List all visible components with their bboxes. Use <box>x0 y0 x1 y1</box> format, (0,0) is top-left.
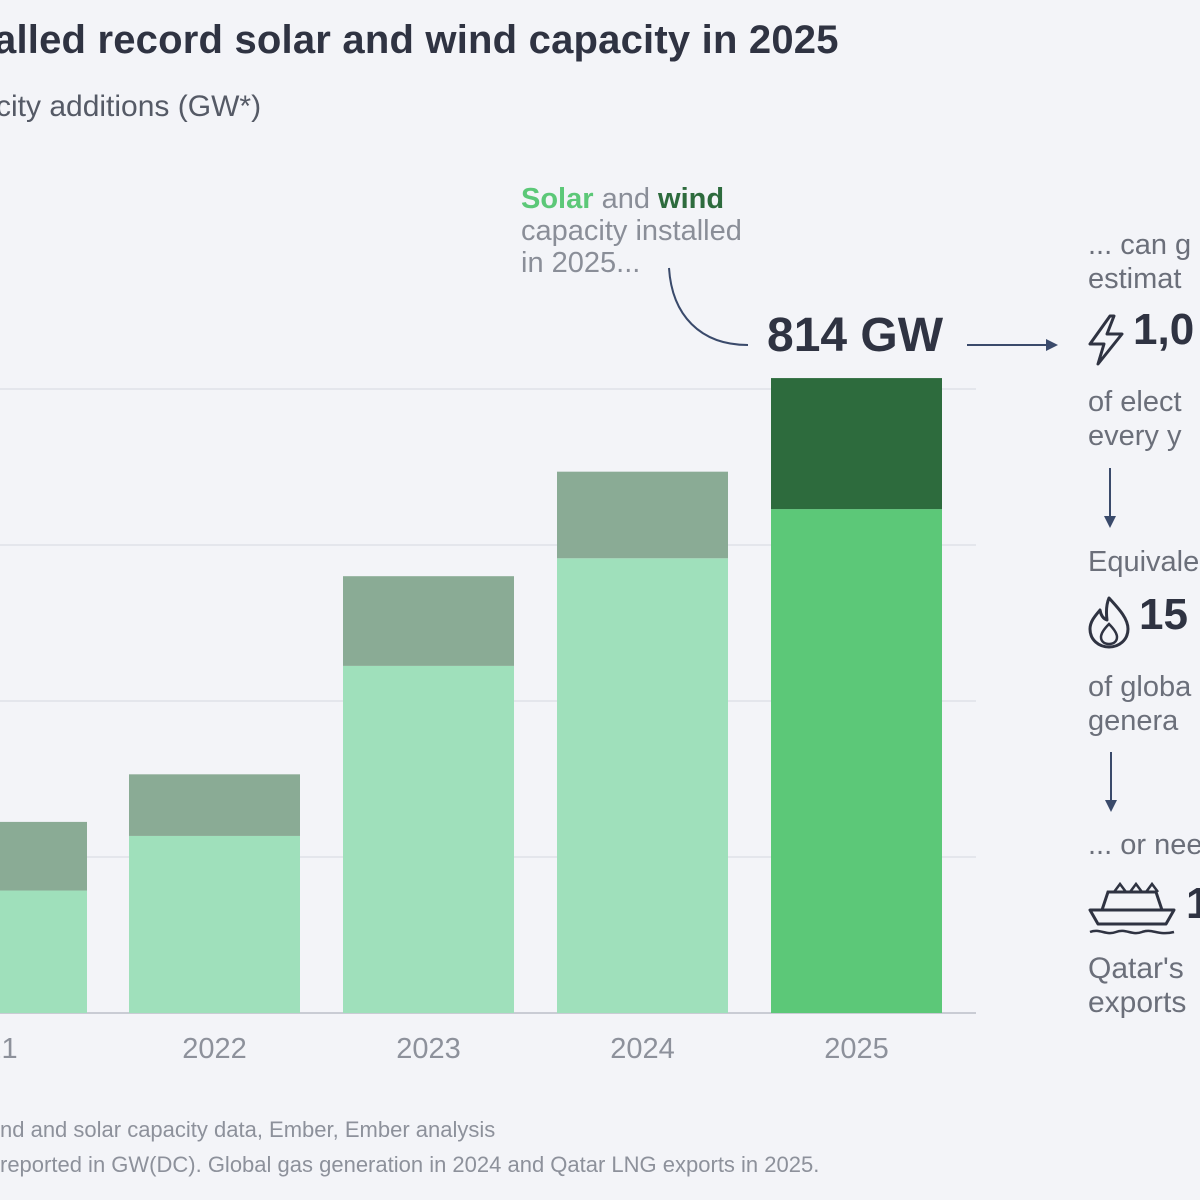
chart-subtitle: city additions (GW*) <box>0 90 262 123</box>
bar-wind-2022 <box>129 774 300 836</box>
panel-intro-1: ... can g <box>1088 229 1192 261</box>
chart-title: alled record solar and wind capacity in … <box>0 18 839 62</box>
legend-solar: Solar <box>521 183 594 215</box>
annotation-line-3: in 2025... <box>521 247 641 279</box>
panel-stat-3-sub-1: Qatar's <box>1088 952 1184 985</box>
panel-stat-1-sub-2: every y <box>1088 420 1182 452</box>
footer-source: nd and solar capacity data, Ember, Ember… <box>0 1117 496 1142</box>
bar-wind-21 <box>0 821 87 891</box>
panel-intro-2: estimat <box>1088 263 1182 295</box>
panel-stat-3: 1 <box>1186 879 1200 928</box>
panel-stat-2-sub-1: of globa <box>1088 671 1192 703</box>
x-axis-ticks: 21 2022 2023 2024 2025 <box>0 1033 889 1065</box>
bar-wind-2025 <box>771 378 942 510</box>
x-tick-label: 2025 <box>824 1033 889 1065</box>
total-2025-label: 814 GW <box>767 309 944 362</box>
bar-wind-2023 <box>343 576 514 666</box>
x-tick-label: 2024 <box>610 1033 675 1065</box>
legend-and: and <box>593 183 659 215</box>
arrow-right-icon <box>967 339 1058 351</box>
footer-note: reported in GW(DC). Global gas generatio… <box>0 1152 820 1177</box>
panel-stat-3-sub-2: exports <box>1088 986 1187 1019</box>
panel-equivalent: Equivale <box>1088 546 1200 578</box>
bar-solar-2024 <box>557 558 728 1013</box>
panel-stat-2: 15 <box>1139 590 1188 639</box>
panel-stat-1-sub-1: of elect <box>1088 386 1182 418</box>
x-tick-label: 21 <box>0 1033 18 1065</box>
x-tick-label: 2023 <box>396 1033 461 1065</box>
bar-solar-2022 <box>129 835 300 1013</box>
panel-or-need: ... or nee <box>1088 829 1200 861</box>
x-tick-label: 2022 <box>182 1033 247 1065</box>
lightning-icon <box>1088 314 1124 366</box>
legend-wind: wind <box>658 183 725 215</box>
legend-annotation: Solar and wind capacity installed in 202… <box>521 183 742 279</box>
bars <box>0 378 942 1013</box>
arrow-down-icon <box>1104 468 1116 528</box>
bar-solar-2025 <box>771 509 942 1013</box>
annotation-line-2: capacity installed <box>521 215 742 247</box>
bar-wind-2024 <box>557 471 728 559</box>
annotation-callout-line <box>668 267 749 346</box>
bar-solar-21 <box>0 890 87 1013</box>
arrow-down-icon <box>1105 752 1117 812</box>
flame-icon <box>1088 596 1130 649</box>
panel-stat-2-sub-2: genera <box>1088 705 1179 737</box>
panel-stat-1: 1,0 <box>1133 305 1195 354</box>
bar-solar-2023 <box>343 665 514 1013</box>
ship-icon <box>1088 881 1176 935</box>
